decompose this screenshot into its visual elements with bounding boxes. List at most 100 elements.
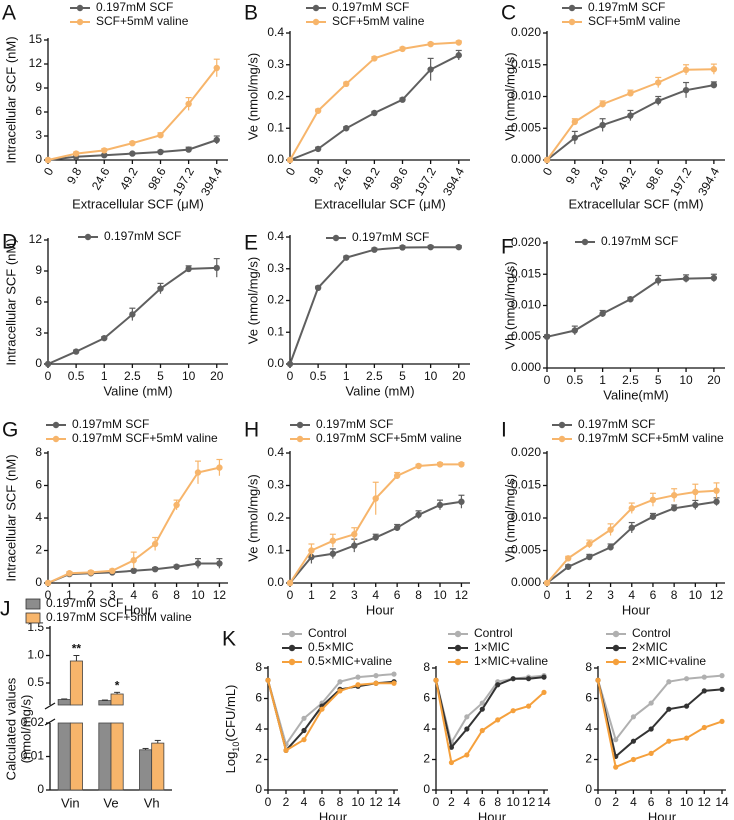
series-line [597,680,723,769]
data-point [371,55,378,62]
x-tick-label: 2 [88,588,95,602]
data-point [391,671,397,677]
data-point [213,64,220,72]
x-tick-label: 14 [537,795,551,809]
data-point [372,534,379,541]
x-axis-label: Extracellular SCF (μM) [72,196,204,211]
bar-lower [110,722,124,791]
data-point [343,254,350,261]
y-tick-label: 0 [423,782,430,796]
data-point [571,134,579,141]
data-point [455,52,462,59]
y-axis-label-part: (CFU/mL) [223,685,238,742]
data-point [627,296,634,303]
x-tick-label: 10 [424,369,438,383]
x-tick-label: 8 [415,588,422,602]
legend-swatch [25,598,41,610]
data-point [337,679,343,685]
x-tick-label: 12 [369,795,383,809]
data-point [286,156,294,164]
y-tick-label: 0.015 [511,57,541,71]
x-tick-label: 0 [265,795,272,809]
y-tick-label: 0 [35,356,42,370]
data-point [72,150,80,157]
data-point [458,498,465,505]
data-point [286,579,294,587]
data-point [599,121,606,129]
legend-marker [84,233,92,241]
x-tick-label: 24.6 [89,165,113,193]
y-tick-label: 4 [255,721,262,735]
x-tick-label: 49.2 [117,165,141,193]
legend-label: 0.5×MIC [308,640,354,654]
legend-label: 0.197mM SCF+5mM valine [46,610,192,624]
data-point [173,563,180,570]
x-tick-label: 2 [586,588,593,602]
x-tick-label: 8 [173,588,180,602]
y-axis-label: Intracellular SCF (nM) [3,238,18,365]
y-tick-label: 0 [35,575,42,589]
x-tick-label: 10 [689,588,703,602]
x-axis-label: Hour [366,602,395,617]
y-tick-label: 8 [423,660,430,674]
y-tick-label: 3 [35,325,42,339]
series-line [435,676,545,750]
x-tick-label: 0.5 [566,373,583,387]
x-tick-label: 3 [109,588,116,602]
data-point [371,109,378,117]
data-point [607,544,614,551]
data-point [415,511,422,518]
y-axis-label: (nmol/mg/s) [18,695,33,764]
y-tick-label: 0.005 [511,543,541,557]
x-tick-label: 14 [387,795,401,809]
panel-letter: H [244,419,259,442]
bar-upper [69,660,83,706]
data-point [351,531,358,538]
data-point [314,284,322,291]
data-point [301,737,307,743]
data-point [464,714,470,720]
legend-marker [568,18,576,26]
data-point [372,495,379,502]
data-point [586,540,593,548]
series-line [597,674,723,742]
y-tick-label: 0.4 [267,445,284,459]
legend-label: 0.197mM SCF [72,417,149,431]
y-tick-label: 0.02 [21,715,45,729]
data-point [399,45,406,53]
data-point [682,86,690,94]
x-tick-label: 12 [710,588,724,602]
x-tick-label: 10 [191,588,205,602]
y-axis-label: Intracellular SCF (nM) [3,36,18,163]
y-tick-label: 0.2 [267,293,284,307]
panel-letter: D [2,231,17,254]
x-tick-label: 1 [599,373,606,387]
x-tick-label: 9.8 [64,165,85,187]
bar [139,749,153,791]
data-point [213,264,220,272]
data-point [630,738,637,744]
y-axis-label: Vh (nmol/mg/s) [502,52,517,140]
legend-label: 1×MIC+valine [474,654,548,668]
x-axis-label: Extracellular SCF (μM) [314,196,446,211]
data-point [595,677,601,683]
x-tick-label: 3 [351,588,358,602]
y-tick-label: 0.4 [267,25,284,39]
data-point [628,524,635,531]
y-tick-label: 0 [35,152,42,166]
x-tick-label: 6 [479,795,486,809]
data-point [436,461,444,468]
data-point [670,492,678,499]
data-point [666,738,672,744]
series-line [435,680,545,764]
data-point [129,311,136,318]
y-tick-label: 8 [585,660,592,674]
data-point [393,472,401,479]
y-axis-label: Ve (nmol/mg/s) [245,474,260,561]
y-tick-label: 0.010 [511,510,541,524]
data-point [599,310,606,317]
data-point [495,682,501,688]
x-tick-label: 0 [41,165,57,178]
data-point [427,40,434,48]
data-point [713,487,720,494]
